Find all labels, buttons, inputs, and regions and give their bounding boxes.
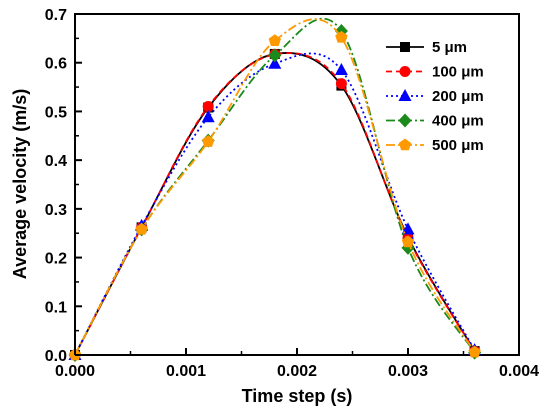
series-3 xyxy=(68,52,482,360)
data-point xyxy=(135,222,148,235)
legend-label: 200 μm xyxy=(432,88,484,105)
data-point xyxy=(334,63,348,76)
series-line xyxy=(74,52,476,356)
y-tick-label: 0.6 xyxy=(45,56,67,73)
x-tick-label: 0.000 xyxy=(55,363,95,380)
legend-marker xyxy=(398,89,412,101)
legend-label: 5 μm xyxy=(432,39,467,56)
legend-label: 100 μm xyxy=(432,64,484,81)
y-tick-label: 0.3 xyxy=(45,202,67,219)
data-point xyxy=(268,48,282,63)
series-layer xyxy=(68,17,482,362)
legend-label: 400 μm xyxy=(432,113,484,130)
x-tick-label: 0.003 xyxy=(388,363,428,380)
data-point xyxy=(268,56,282,69)
data-point xyxy=(268,34,281,47)
y-axis-title: Average velocity (m/s) xyxy=(10,89,30,279)
y-tick-label: 0.1 xyxy=(45,299,67,316)
data-point xyxy=(202,135,215,147)
legend-marker xyxy=(399,66,411,77)
series-line xyxy=(74,17,476,356)
legend-label: 500 μm xyxy=(432,137,484,154)
series-4 xyxy=(68,17,482,362)
y-tick-label: 0.0 xyxy=(45,348,67,365)
y-tick-label: 0.2 xyxy=(45,251,67,268)
legend-marker xyxy=(398,138,412,151)
x-tick-label: 0.002 xyxy=(277,363,317,380)
y-tick-label: 0.4 xyxy=(45,153,67,170)
x-tick-label: 0.001 xyxy=(166,363,206,380)
legend: 5 μm 100 μm 200 μm 400 μm 500 μm xyxy=(386,39,484,154)
ticks-layer: 0.000 0.001 0.002 0.003 0.004 0.0 0.1 0.2 0.3 0.4… xyxy=(45,7,539,380)
series-1 xyxy=(70,48,480,360)
series-2 xyxy=(69,48,481,361)
data-point xyxy=(401,235,415,248)
x-axis-title: Time step (s) xyxy=(242,386,353,406)
y-tick-label: 0.5 xyxy=(45,104,67,121)
legend-marker xyxy=(398,113,412,128)
y-tick-label: 0.7 xyxy=(45,7,67,24)
data-point xyxy=(201,110,215,123)
series-line xyxy=(74,18,476,356)
legend-marker xyxy=(400,42,410,52)
series-line xyxy=(74,52,476,356)
series-5 xyxy=(68,18,481,361)
x-tick-label: 0.004 xyxy=(499,363,539,380)
data-point xyxy=(335,78,347,90)
series-line xyxy=(74,52,476,356)
data-point xyxy=(468,345,481,358)
data-point xyxy=(335,30,348,43)
data-point xyxy=(202,101,214,113)
